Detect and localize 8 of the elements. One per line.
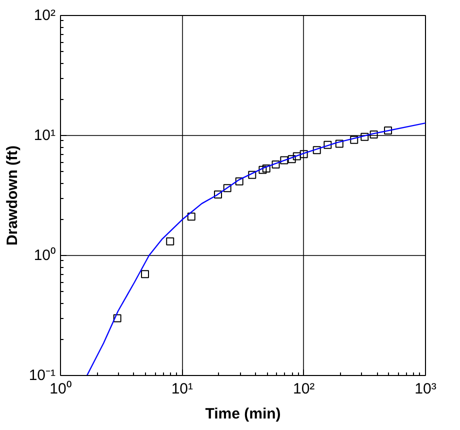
x-axis-title: Time (min) — [205, 406, 281, 422]
y-tick-label: 10⁰ — [34, 247, 56, 264]
y-tick-label: 10¹ — [34, 127, 56, 144]
y-axis-title: Drawdown (ft) — [4, 146, 21, 246]
x-tick-label: 10³ — [414, 380, 436, 398]
x-tick-label: 10² — [292, 380, 315, 398]
x-tick-label: 10¹ — [171, 380, 194, 398]
y-tick-label: 10² — [34, 7, 56, 24]
